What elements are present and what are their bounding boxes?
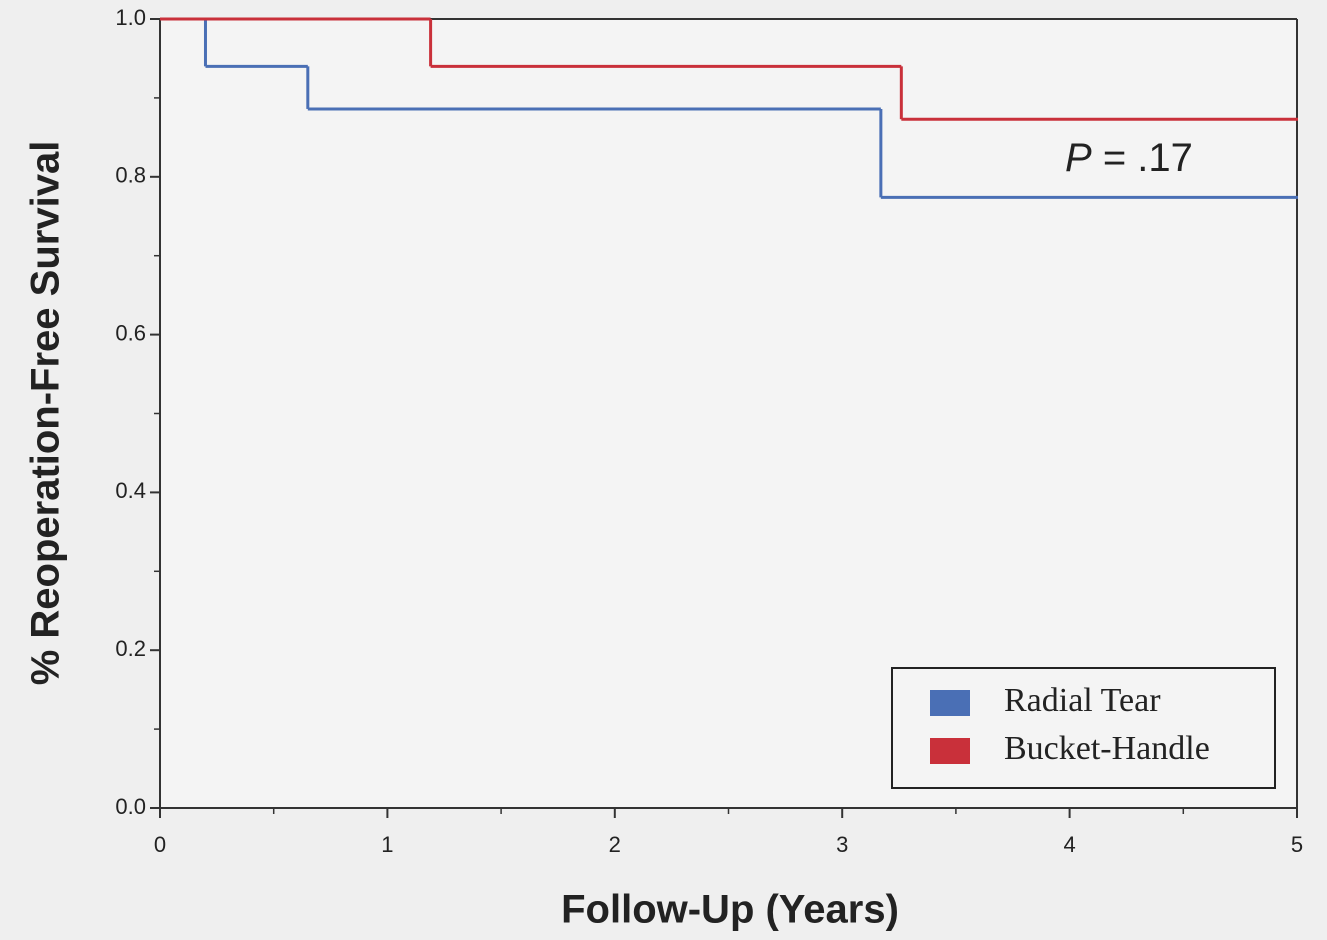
legend-box [891, 667, 1276, 789]
x-axis-title: Follow-Up (Years) [561, 888, 899, 932]
x-tick-label: 4 [1063, 832, 1075, 857]
x-tick-label: 2 [609, 832, 621, 857]
annotation-italic: P [1065, 136, 1092, 180]
legend-swatch [930, 690, 970, 716]
legend-label: Bucket-Handle [1004, 730, 1210, 767]
legend: Radial Tear Bucket-Handle [891, 667, 1276, 789]
annotation: P = .17 [1065, 136, 1193, 180]
y-axis-title: % Reoperation-Free Survival [24, 141, 68, 686]
legend-label: Radial Tear [1004, 682, 1161, 719]
y-tick-label: 0.0 [115, 794, 146, 819]
y-tick-label: 0.8 [115, 163, 146, 188]
y-tick-label: 0.6 [115, 320, 146, 345]
annotation-text: = .17 [1103, 136, 1193, 180]
legend-swatch [930, 738, 970, 764]
x-tick-label: 1 [381, 832, 393, 857]
y-tick-label: 0.4 [115, 478, 146, 503]
x-tick-label: 0 [154, 832, 166, 857]
y-tick-label: 0.2 [115, 636, 146, 661]
x-tick-label: 5 [1291, 832, 1303, 857]
y-tick-label: 1.0 [115, 5, 146, 30]
x-tick-label: 3 [836, 832, 848, 857]
